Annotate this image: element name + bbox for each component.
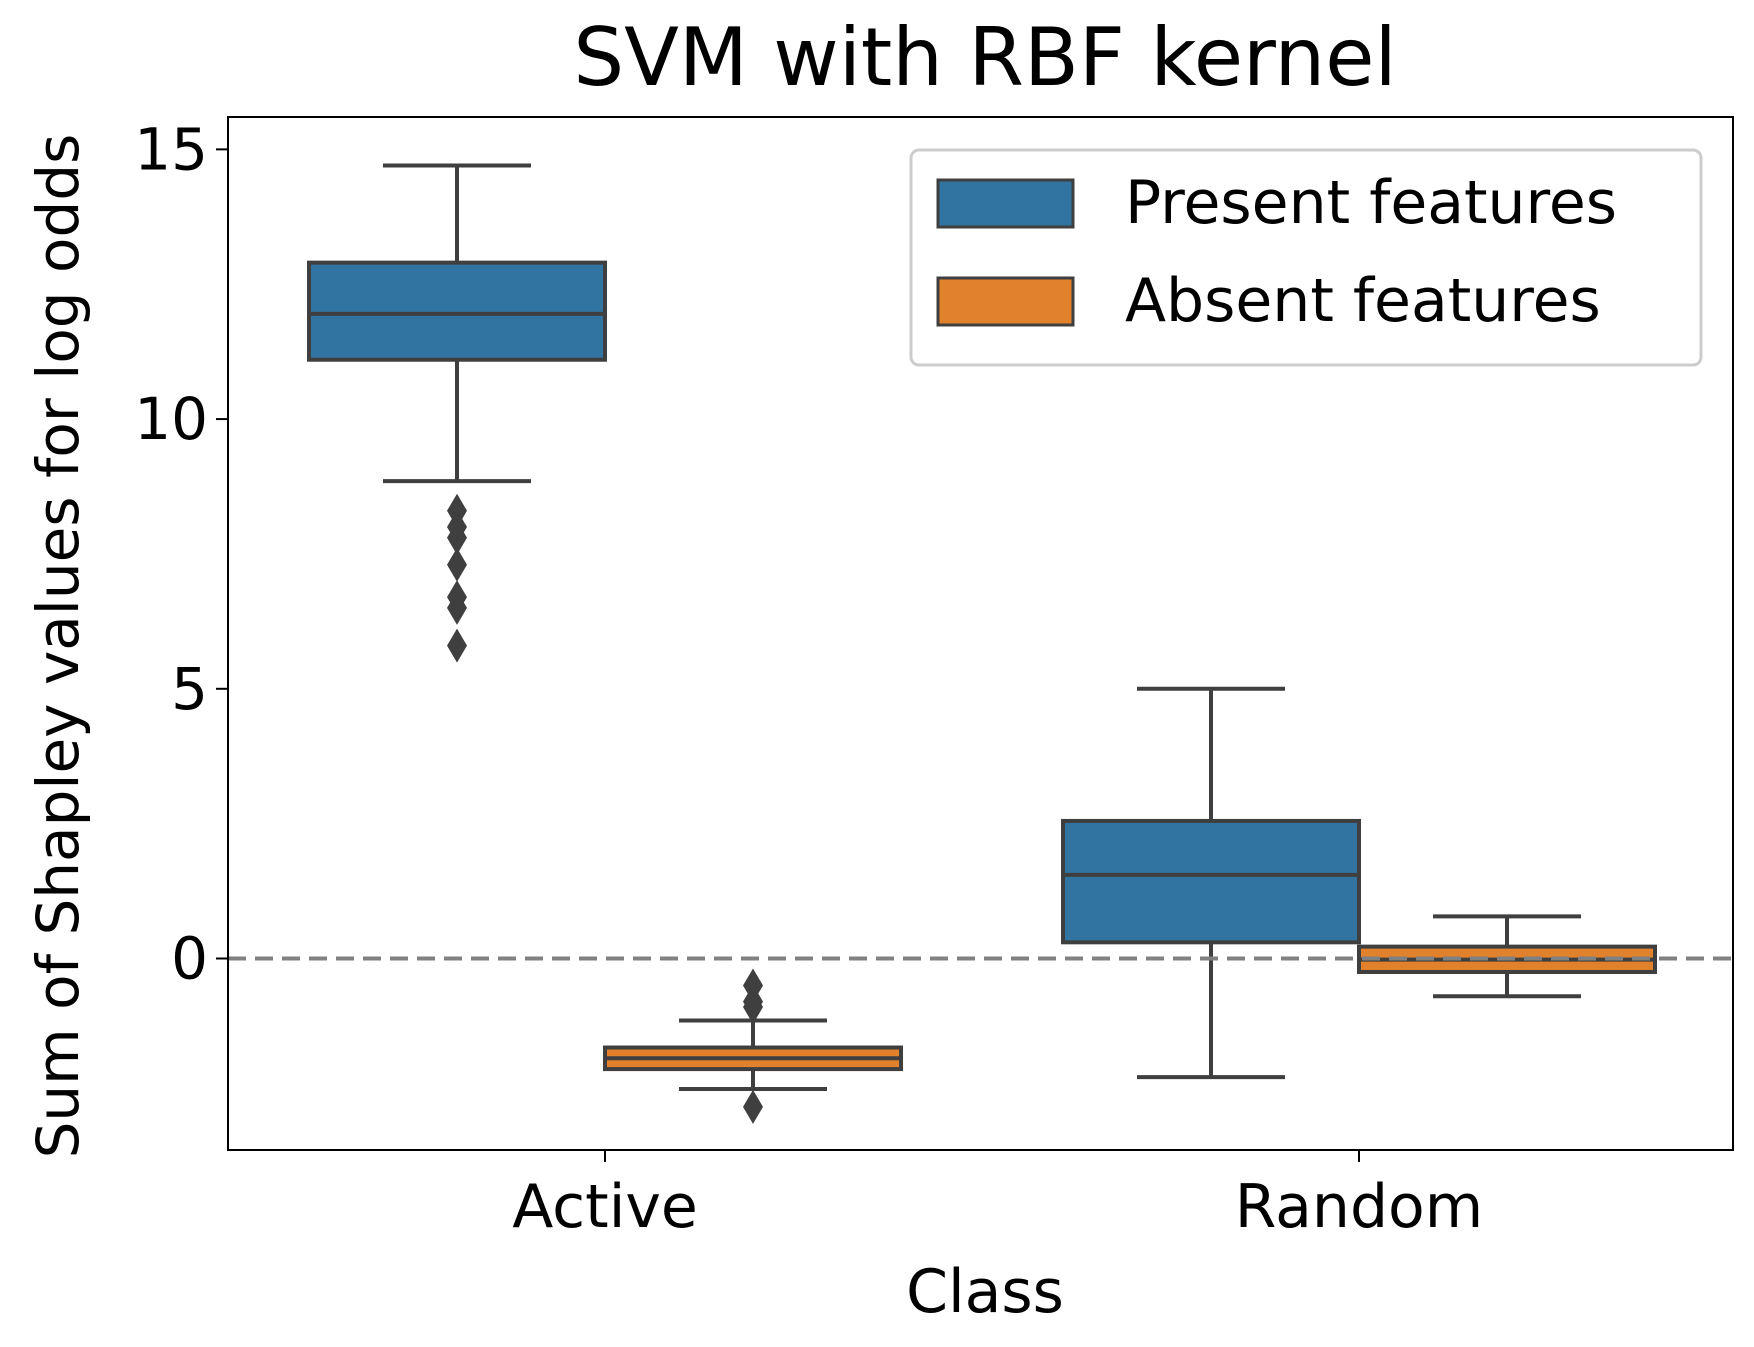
box-absent-features-active [603, 968, 903, 1124]
y-tick-label: 0 [171, 925, 208, 993]
plot-area: 0 5 10 15 Active Random [134, 115, 1734, 1242]
box-iqr [1061, 818, 1361, 945]
outlier-point [447, 590, 467, 625]
outlier-point [447, 520, 467, 555]
plot-frame [227, 116, 1734, 1151]
y-tick-label: 10 [134, 385, 208, 453]
y-tick-label: 15 [134, 115, 208, 183]
x-axis-label: Class [906, 1257, 1064, 1327]
x-tick-label: Active [512, 1172, 698, 1242]
legend-frame [909, 148, 1703, 367]
x-tick-label: Random [1235, 1172, 1483, 1242]
outlier-point [447, 628, 467, 663]
box-present-features-active [307, 163, 607, 663]
legend-label: Absent features [1125, 266, 1601, 336]
legend-swatch [936, 178, 1075, 229]
legend: Present features Absent features [909, 148, 1703, 367]
box-present-features-random [1061, 686, 1361, 1080]
box-absent-features-random [1357, 914, 1657, 999]
legend-label: Present features [1125, 168, 1617, 238]
outlier-point [447, 547, 467, 582]
legend-swatch [936, 276, 1075, 327]
chart-title: SVM with RBF kernel [573, 11, 1396, 104]
outlier-point [743, 1089, 763, 1124]
y-axis-label: Sum of Shapley values for log odds [24, 134, 92, 1159]
y-tick-label: 5 [171, 655, 208, 723]
outlier-point [743, 990, 763, 1025]
box-iqr [307, 260, 607, 362]
